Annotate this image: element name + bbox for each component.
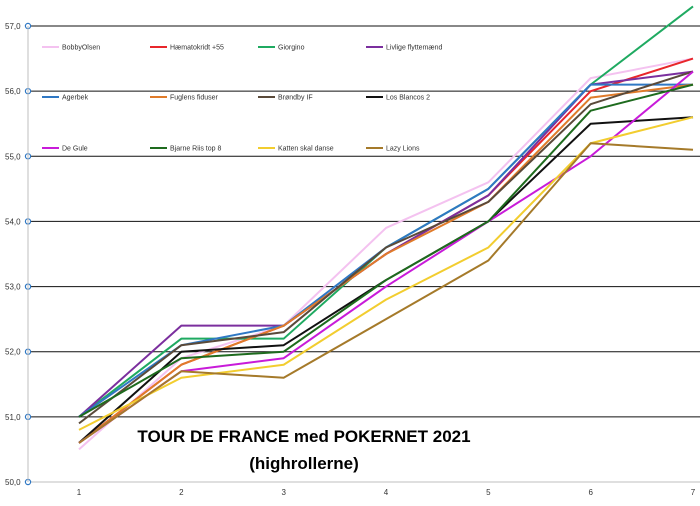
x-tick-label: 2 [179, 488, 184, 497]
legend-label: Agerbek [62, 95, 89, 102]
series-line [78, 83, 694, 418]
legend-label: Giorgino [278, 45, 305, 52]
legend: BobbyOlsen Hæmatokridt +55 Giorgino Livlige… [42, 45, 443, 153]
series-line [78, 57, 694, 444]
y-tick-label: 51,0 [5, 413, 21, 422]
legend-label: Los Blancos 2 [386, 95, 430, 102]
legend-label: Brøndby IF [278, 95, 313, 102]
x-tick-label: 6 [588, 488, 593, 497]
series-line [78, 5, 694, 418]
y-tick-label: 54,0 [5, 217, 21, 226]
series-lines [78, 5, 694, 451]
y-tick-label: 55,0 [5, 152, 21, 161]
x-tick-label: 5 [486, 488, 491, 497]
y-tick-label: 56,0 [5, 87, 21, 96]
x-tick-label: 1 [77, 488, 82, 497]
series-line [78, 142, 694, 444]
x-axis: 1 2 3 4 5 6 7 [77, 488, 696, 497]
x-tick-label: 4 [384, 488, 389, 497]
gridlines [28, 25, 700, 483]
y-axis: 50,0 51,0 52,0 53,0 54,0 55,0 56,0 57,0 [5, 22, 32, 487]
series-line [78, 70, 694, 444]
legend-label: De Gule [62, 146, 88, 153]
chart-subtitle: (highrollerne) [249, 454, 359, 473]
x-tick-label: 3 [281, 488, 286, 497]
y-tick-label: 57,0 [5, 22, 21, 31]
y-tick-label: 52,0 [5, 348, 21, 357]
series-line [78, 116, 694, 431]
legend-label: Fuglens fiduser [170, 95, 219, 102]
series-line [78, 70, 694, 425]
legend-label: Katten skal danse [278, 146, 334, 153]
legend-label: Lazy Lions [386, 146, 420, 153]
legend-label: Hæmatokridt +55 [170, 45, 224, 52]
legend-label: BobbyOlsen [62, 45, 100, 52]
legend-label: Bjarne Riis top 8 [170, 146, 221, 153]
series-line [78, 83, 694, 444]
x-tick-label: 7 [691, 488, 696, 497]
y-tick-label: 50,0 [5, 478, 21, 487]
chart-title: TOUR DE FRANCE med POKERNET 2021 [137, 427, 470, 446]
y-tick-label: 53,0 [5, 283, 21, 292]
legend-label: Livlige flyttemænd [386, 45, 443, 52]
